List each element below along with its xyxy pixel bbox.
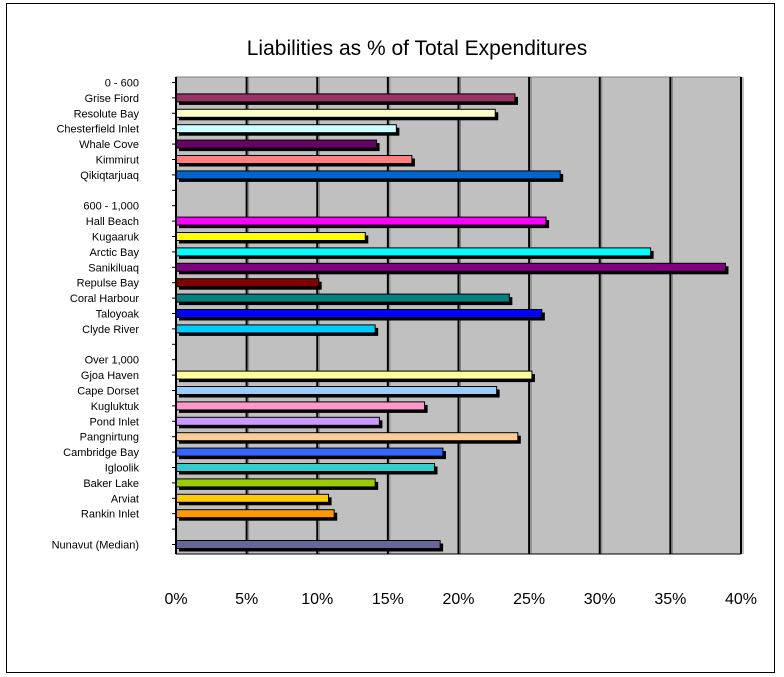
category-label: Gjoa Haven xyxy=(81,370,139,382)
category-label: Cambridge Bay xyxy=(63,447,139,459)
bar xyxy=(175,278,320,288)
category-label: Qikiqtarjuaq xyxy=(80,170,139,182)
bar xyxy=(175,509,335,519)
axes xyxy=(172,77,741,555)
category-label: Taloyoak xyxy=(96,309,140,321)
category-label: Baker Lake xyxy=(83,478,139,490)
category-label: Repulse Bay xyxy=(77,278,140,290)
bar xyxy=(175,93,516,103)
x-tick-label: 25% xyxy=(513,591,545,608)
bar xyxy=(175,216,547,226)
category-label: Sanikiluaq xyxy=(88,262,139,274)
x-tick-label: 15% xyxy=(372,591,404,608)
category-label: Rankin Inlet xyxy=(81,509,139,521)
x-tick-label: 30% xyxy=(584,591,616,608)
category-label: Igloolik xyxy=(105,463,140,475)
bar xyxy=(175,124,397,134)
bar xyxy=(175,232,366,241)
bar xyxy=(175,478,376,488)
category-label: Cape Dorset xyxy=(77,386,139,398)
category-label: Coral Harbour xyxy=(70,293,139,305)
bar xyxy=(175,247,652,257)
category-label: 0 - 600 xyxy=(105,78,139,90)
category-label: Pond Inlet xyxy=(89,416,139,428)
bar xyxy=(175,386,498,395)
bars xyxy=(175,93,729,552)
bar xyxy=(175,401,426,411)
bar xyxy=(175,108,496,118)
category-label: Kugluktuk xyxy=(91,401,140,413)
bar xyxy=(175,540,441,549)
bar xyxy=(175,309,543,318)
category-label: 600 - 1,000 xyxy=(83,201,139,213)
bar xyxy=(175,324,376,334)
bar xyxy=(175,447,444,457)
chart-frame: Liabilities as % of Total Expenditures 0… xyxy=(6,3,775,673)
category-labels: 0 - 600 Grise Fiord Resolute Bay Chesterfie… xyxy=(52,78,140,552)
bar xyxy=(175,493,330,503)
category-label: Arctic Bay xyxy=(89,247,139,259)
category-label: Nunavut (Median) xyxy=(52,540,139,552)
category-label: Whale Cove xyxy=(79,139,139,151)
x-tick-label: 10% xyxy=(301,591,333,608)
bar xyxy=(175,155,413,164)
x-tick-label: 40% xyxy=(725,591,757,608)
x-tick-label: 35% xyxy=(654,591,686,608)
chart-title: Liabilities as % of Total Expenditures xyxy=(247,37,587,60)
category-label: Clyde River xyxy=(82,324,139,336)
category-label: Chesterfield Inlet xyxy=(56,124,139,136)
category-label: Arviat xyxy=(111,493,139,505)
category-label: Kimmirut xyxy=(96,155,139,167)
x-tick-label: 20% xyxy=(442,591,474,608)
category-label: Kugaaruk xyxy=(92,232,140,244)
bar xyxy=(175,139,378,149)
bar xyxy=(175,463,435,472)
bar xyxy=(175,262,726,272)
category-label: Pangnirtung xyxy=(80,432,139,444)
category-label: Hall Beach xyxy=(86,216,139,228)
category-label: Grise Fiord xyxy=(85,93,139,105)
bar xyxy=(175,416,380,426)
bar xyxy=(175,170,561,180)
bar-chart: Liabilities as % of Total Expenditures 0… xyxy=(52,37,757,608)
bar xyxy=(175,370,533,380)
category-label: Over 1,000 xyxy=(85,355,139,367)
x-tick-labels: 0% 5% 10% 15% 20% 25% 30% 35% 40% xyxy=(164,591,757,608)
x-tick-label: 0% xyxy=(164,591,187,608)
category-label: Resolute Bay xyxy=(74,108,140,120)
bar xyxy=(175,293,510,303)
bar xyxy=(175,432,519,442)
x-tick-label: 5% xyxy=(235,591,258,608)
